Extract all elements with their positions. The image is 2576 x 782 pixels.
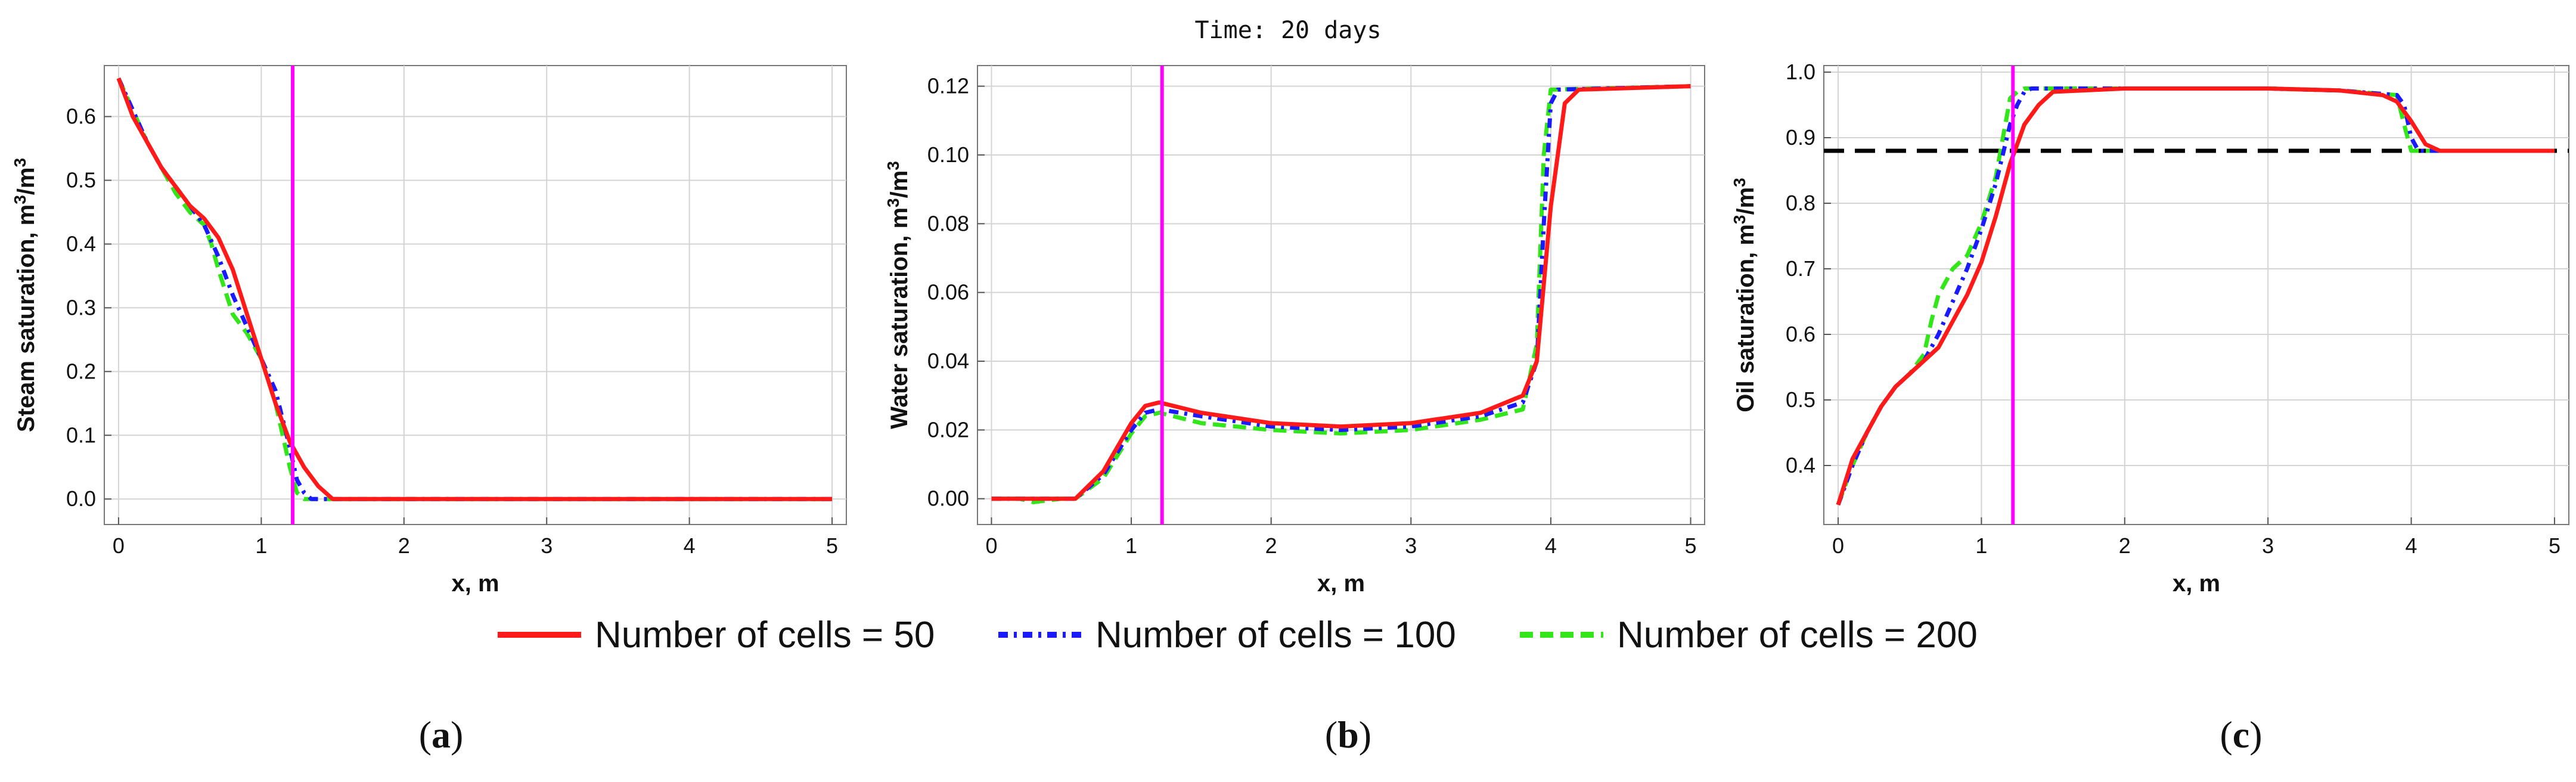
oil-ylabel-base: Oil saturation, m xyxy=(1733,224,1759,412)
caption-b: (b) xyxy=(1289,713,1408,757)
steam-xlabel: x, m xyxy=(451,570,499,597)
caption-a-close: ) xyxy=(451,713,464,756)
oil-ylabel-sup2: 3 xyxy=(1730,178,1749,187)
water-ytick-label-4: 0.08 xyxy=(927,211,969,235)
water-xtick-label-1: 1 xyxy=(1125,533,1137,558)
chart-panel-oil: 0 1 2 3 4 5 0.4 0.5 0.6 0.7 0.8 0.9 1.0 x, m Oil satur… xyxy=(1730,60,2569,597)
steam-ylabel: Steam saturation, m3/m3 xyxy=(11,158,39,432)
caption-c: (c) xyxy=(2181,713,2301,757)
steam-xtick-label-2: 2 xyxy=(398,533,410,558)
legend-item-100: Number of cells = 100 xyxy=(995,608,1456,662)
oil-ytick-label-4: 0.8 xyxy=(1786,191,1815,215)
water-ytick-label-2: 0.04 xyxy=(927,349,969,373)
water-xtick-label-0: 0 xyxy=(985,533,997,558)
oil-xtick-label-4: 4 xyxy=(2406,533,2417,558)
water-xtick-label-3: 3 xyxy=(1405,533,1417,558)
caption-a-letter: a xyxy=(432,713,451,756)
oil-ylabel-sup1: 3 xyxy=(1730,215,1749,225)
oil-ytick-label-2: 0.6 xyxy=(1786,322,1815,346)
oil-xtick-label-3: 3 xyxy=(2262,533,2274,558)
oil-ylabel-unit: /m xyxy=(1733,187,1759,215)
caption-b-close: ) xyxy=(1358,713,1372,756)
oil-ytick-label-3: 0.7 xyxy=(1786,256,1815,281)
caption-a: (a) xyxy=(381,713,501,757)
oil-ylabel: Oil saturation, m3/m3 xyxy=(1730,178,1759,412)
legend-item-50: Number of cells = 50 xyxy=(495,608,935,662)
legend-label-50: Number of cells = 50 xyxy=(595,614,935,656)
oil-ytick-label-1: 0.5 xyxy=(1786,387,1815,412)
water-ylabel: Water saturation, m3/m3 xyxy=(884,161,913,429)
steam-ytick-label-4: 0.4 xyxy=(66,231,96,256)
chart-panel-steam: 0 1 2 3 4 5 0.0 0.1 0.2 0.3 0.4 0.5 0.6 x, m Steam sat… xyxy=(11,65,847,597)
caption-b-letter: b xyxy=(1337,713,1359,756)
caption-a-open: ( xyxy=(418,713,432,756)
water-ytick-label-0: 0.00 xyxy=(927,486,969,511)
water-xtick-label-5: 5 xyxy=(1685,533,1697,558)
steam-ytick-label-1: 0.1 xyxy=(66,423,96,447)
oil-xtick-label-1: 1 xyxy=(1975,533,1987,558)
steam-series-50 xyxy=(116,77,833,501)
water-xtick-label-4: 4 xyxy=(1545,533,1557,558)
steam-ytick-label-3: 0.3 xyxy=(66,295,96,319)
steam-xtick-label-4: 4 xyxy=(684,533,696,558)
steam-xtick-label-3: 3 xyxy=(541,533,553,558)
steam-xtick-label-0: 0 xyxy=(113,533,125,558)
legend-swatch-100 xyxy=(998,632,1082,638)
caption-c-close: ) xyxy=(2249,713,2262,756)
oil-xtick-label-0: 0 xyxy=(1832,533,1844,558)
steam-xtick-label-5: 5 xyxy=(826,533,838,558)
water-ytick-label-1: 0.02 xyxy=(927,417,969,442)
water-ylabel-unit: /m xyxy=(886,170,913,198)
steam-plot-area xyxy=(104,65,847,525)
steam-ylabel-sup2: 3 xyxy=(11,158,29,167)
oil-xtick-label-5: 5 xyxy=(2549,533,2561,558)
chart-panel-water: 0 1 2 3 4 5 0.00 0.02 0.04 0.06 0.08 0.10 0.12 x, m Wa… xyxy=(884,65,1705,597)
oil-xlabel: x, m xyxy=(2172,570,2220,597)
oil-series-50 xyxy=(1836,86,2555,506)
caption-c-open: ( xyxy=(2220,713,2233,756)
water-ylabel-sup1: 3 xyxy=(884,198,902,207)
water-ytick-label-5: 0.10 xyxy=(927,142,969,167)
water-series-50 xyxy=(991,84,1691,501)
steam-ylabel-base: Steam saturation, m xyxy=(13,204,39,432)
oil-ytick-label-6: 1.0 xyxy=(1786,60,1815,84)
water-plot-area xyxy=(977,65,1705,525)
oil-plot-area xyxy=(1823,65,2569,525)
steam-ytick-label-0: 0.0 xyxy=(66,486,96,511)
figure-supertitle: Time: 20 days xyxy=(1194,17,1382,44)
legend-label-200: Number of cells = 200 xyxy=(1617,614,1978,656)
water-xlabel: x, m xyxy=(1317,570,1365,597)
legend-item-200: Number of cells = 200 xyxy=(1517,608,1978,662)
oil-ytick-label-0: 0.4 xyxy=(1786,453,1815,477)
legend: Number of cells = 50 Number of cells = 1… xyxy=(0,608,2576,662)
oil-ytick-label-5: 0.9 xyxy=(1786,125,1815,150)
caption-c-letter: c xyxy=(2232,713,2250,756)
steam-ytick-label-5: 0.5 xyxy=(66,168,96,193)
water-ylabel-base: Water saturation, m xyxy=(886,207,913,429)
steam-ylabel-sup1: 3 xyxy=(11,195,29,204)
water-ytick-label-6: 0.12 xyxy=(927,74,969,98)
legend-label-100: Number of cells = 100 xyxy=(1095,614,1456,656)
steam-xtick-label-1: 1 xyxy=(255,533,267,558)
caption-b-open: ( xyxy=(1324,713,1338,756)
water-ylabel-sup2: 3 xyxy=(884,161,902,170)
steam-ytick-label-6: 0.6 xyxy=(66,104,96,129)
legend-swatch-200 xyxy=(1520,632,1603,638)
water-ytick-label-3: 0.06 xyxy=(927,280,969,305)
water-xtick-label-2: 2 xyxy=(1265,533,1277,558)
oil-xtick-label-2: 2 xyxy=(2119,533,2131,558)
steam-ytick-label-2: 0.2 xyxy=(66,359,96,383)
legend-swatch-50 xyxy=(498,632,581,638)
steam-ylabel-unit: /m xyxy=(13,167,39,195)
